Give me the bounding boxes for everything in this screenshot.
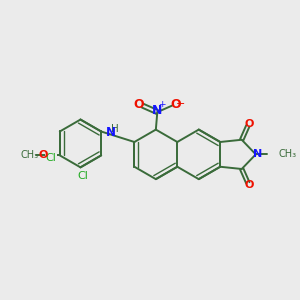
- Text: −: −: [176, 99, 185, 109]
- Text: H: H: [111, 124, 119, 134]
- Text: N: N: [152, 104, 163, 117]
- Text: O: O: [244, 180, 254, 190]
- Text: CH₃: CH₃: [20, 150, 38, 161]
- Text: N: N: [106, 126, 116, 139]
- Text: Cl: Cl: [46, 153, 56, 163]
- Text: N: N: [253, 149, 262, 159]
- Text: O: O: [244, 119, 254, 129]
- Text: O: O: [39, 150, 48, 161]
- Text: O: O: [171, 98, 181, 111]
- Text: Cl: Cl: [77, 170, 88, 181]
- Text: CH₃: CH₃: [278, 149, 296, 159]
- Text: +: +: [158, 100, 165, 109]
- Text: O: O: [133, 98, 144, 111]
